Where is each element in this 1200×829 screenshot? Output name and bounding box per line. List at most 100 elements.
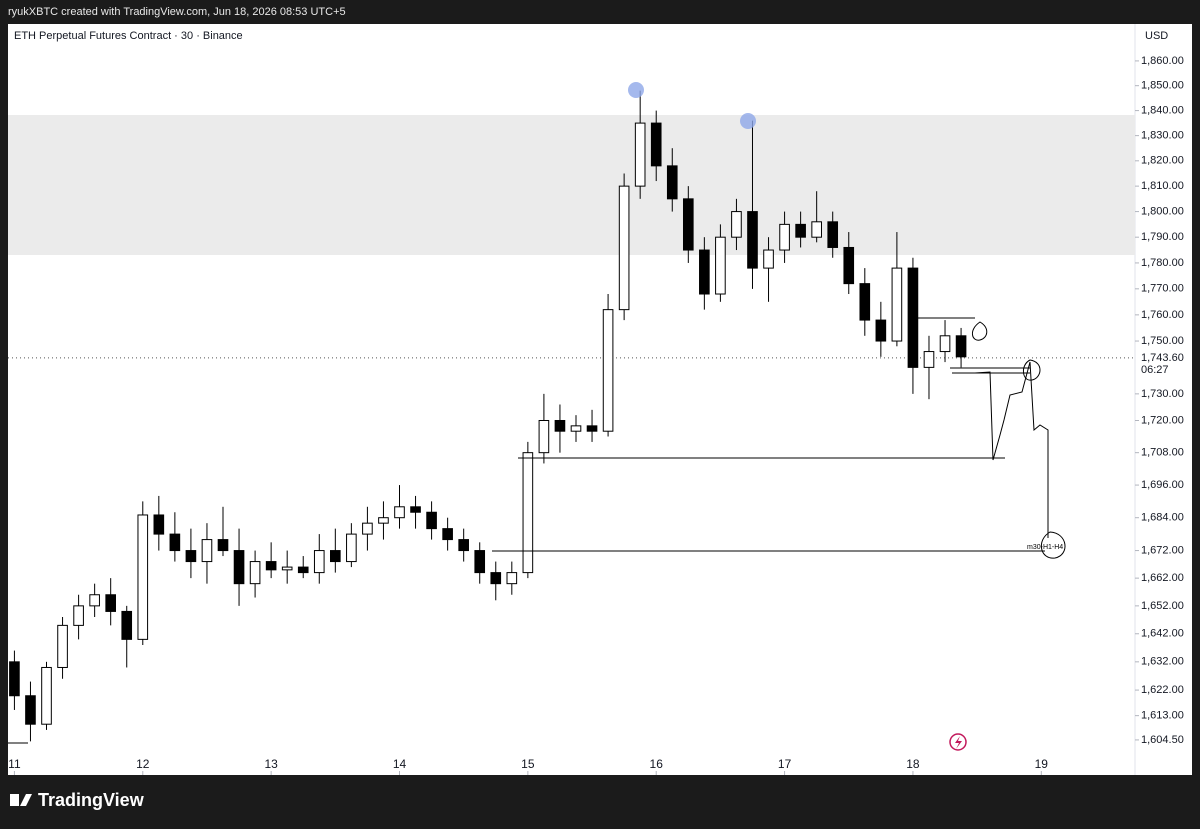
y-tick-label: 1,604.50 [1141,734,1184,746]
y-tick-label: 1,708.00 [1141,447,1184,459]
candle-body [169,533,181,552]
drawings [8,317,1066,744]
x-tick-label: 19 [1035,757,1049,771]
y-tick-label: 1,840.00 [1141,104,1184,116]
header-text: ryukXBTC created with TradingView.com, J… [8,6,346,18]
candle-body [442,528,453,541]
candle-body [217,539,229,552]
candle-body [410,506,421,513]
y-tick-label: 1,642.00 [1141,628,1184,640]
annotation-label: m30-H1-H4 [1027,544,1063,551]
y-tick-label: 1,770.00 [1141,283,1184,295]
candle-body [346,533,357,563]
y-tick-label: 1,662.00 [1141,572,1184,584]
chart-title: ETH Perpetual Futures Contract · 30 · Bi… [14,30,243,42]
last-price-label: 1,743.60 [1141,352,1184,364]
candle-body [89,594,100,607]
candle-body [137,514,149,640]
candle-body [859,283,871,321]
y-tick-label: 1,632.00 [1141,656,1184,668]
candle-body [602,309,614,432]
logo-mark [10,794,19,806]
y-tick-label: 1,810.00 [1141,180,1184,192]
candle-body [570,425,582,432]
y-tick-label: 1,622.00 [1141,684,1184,696]
candle-body [153,514,165,535]
x-tick-label: 16 [650,757,664,771]
y-tick-label: 1,652.00 [1141,600,1184,612]
candle-body [426,511,437,530]
candle-body [297,566,309,574]
candle-body [586,425,598,432]
candle-body [25,695,36,725]
candle-body [9,661,20,697]
candle-body [490,572,502,585]
candle-body [618,185,630,311]
alert-bolt [955,736,962,749]
candle-body [265,561,277,571]
candle-body [362,522,373,535]
x-tick-label: 18 [906,757,920,771]
brand-logo: TradingView [10,790,145,810]
circle-mark [1023,359,1041,381]
y-tick-label: 1,790.00 [1141,231,1184,243]
candle-body [923,351,935,368]
candle-body [875,319,887,342]
candle-body [939,335,951,353]
candle-body [233,550,245,585]
candle-body [666,165,678,200]
x-tick-label: 11 [8,757,21,771]
y-tick-label: 1,800.00 [1141,205,1184,217]
y-tick-label: 1,820.00 [1141,155,1184,167]
x-tick-label: 14 [393,757,407,771]
candle-body [682,198,694,251]
plot-area [8,90,1135,742]
candle-body [506,572,518,585]
projection-path [974,361,1049,538]
candle-body [795,223,806,238]
candle-body [747,211,758,269]
x-tick-label: 17 [778,757,792,771]
y-tick-label: 1,760.00 [1141,309,1184,321]
supply-zone [8,115,1135,255]
y-tick-label: 1,696.00 [1141,479,1184,491]
candle-body [330,550,341,563]
y-tick-label: 1,830.00 [1141,130,1184,142]
candle-body [378,517,389,524]
circle-mark [1040,531,1066,559]
circle-mark [972,321,988,341]
candle-body [201,539,213,563]
currency-label[interactable]: USD [1145,30,1168,42]
logo-mark [20,794,32,806]
top-marker [628,82,644,98]
candle-body [281,566,293,571]
alert-icon[interactable] [949,733,967,751]
x-tick-label: 15 [521,757,535,771]
candle-body [121,610,133,640]
candle-body [891,267,903,342]
candle-body [105,594,117,612]
candle-body [522,452,534,574]
candle-body [634,122,646,187]
candle-body [731,211,742,238]
candle-body [955,335,967,358]
candle-body [458,539,469,552]
countdown: 06:27 [1141,364,1169,376]
candle-body [41,666,52,725]
candle-body [57,624,68,668]
candle-body [699,249,710,295]
candle-body [249,561,261,585]
candle-body [843,246,855,285]
candle-body [763,249,774,269]
candle-body [827,221,839,248]
y-tick-label: 1,672.00 [1141,544,1184,556]
candle-body [554,419,566,432]
y-tick-label: 1,613.00 [1141,710,1184,722]
candle-body [779,223,790,251]
x-tick-label: 12 [136,757,150,771]
candle-body [538,419,550,454]
y-tick-label: 1,730.00 [1141,388,1184,400]
y-tick-label: 1,860.00 [1141,55,1184,67]
candle-body [73,605,84,626]
